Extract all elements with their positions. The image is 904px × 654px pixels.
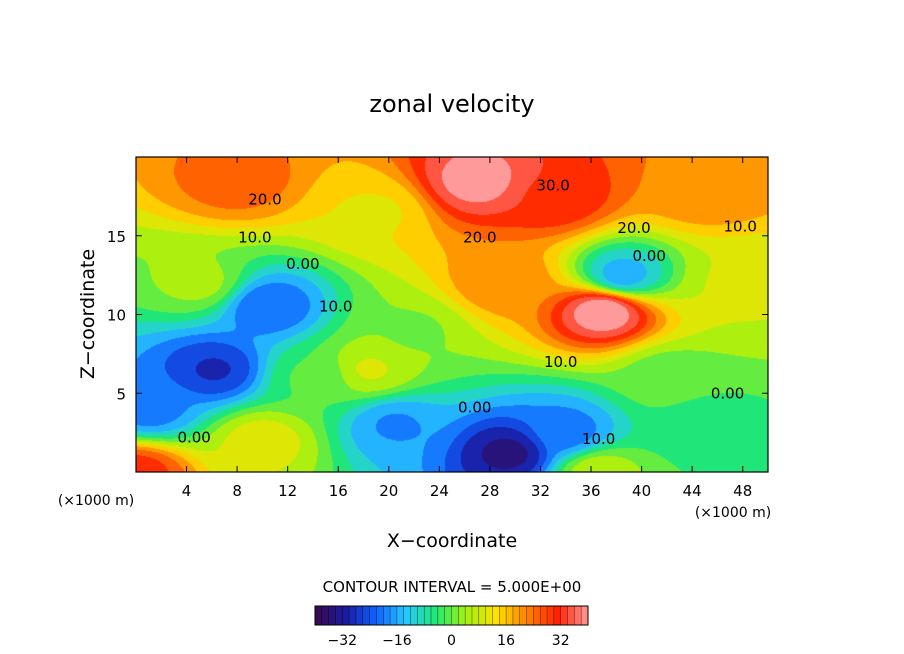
colorbar-segment <box>547 606 555 625</box>
x-tick-label: 40 <box>632 482 651 500</box>
colorbar-segment <box>512 606 521 625</box>
x-tick-label: 32 <box>531 482 550 500</box>
velocity-heatmap <box>136 157 768 472</box>
contour-label: 20.0 <box>463 228 496 246</box>
colorbar-segment <box>451 606 459 625</box>
y-axis-label: Z−coordinate <box>77 249 99 379</box>
colorbar-tick-label: 16 <box>497 633 515 649</box>
contour-label: 0.00 <box>458 398 491 416</box>
colorbar-segment <box>390 606 398 625</box>
colorbar-segment <box>328 606 336 625</box>
contour-label: 10.0 <box>238 228 271 246</box>
contour-label: 0.00 <box>632 247 665 265</box>
colorbar-segment <box>499 606 507 625</box>
colorbar-segment <box>437 606 445 625</box>
contour-interval-text: CONTOUR INTERVAL = 5.000E+00 <box>323 578 582 596</box>
x-tick-label: 36 <box>581 482 600 500</box>
chart-title: zonal velocity <box>369 90 534 118</box>
contour-label: 10.0 <box>319 298 352 316</box>
x-tick-label: 20 <box>379 482 398 500</box>
colorbar-segment <box>349 606 357 625</box>
colorbar-segment <box>321 606 329 625</box>
x-units-label: (×1000 m) <box>695 505 771 521</box>
colorbar-segment <box>540 606 548 625</box>
x-tick-label: 16 <box>329 482 348 500</box>
z-units-label: (×1000 m) <box>58 493 134 509</box>
colorbar-segment <box>506 606 514 625</box>
contour-label: 30.0 <box>536 176 569 194</box>
colorbar-segment <box>362 606 370 625</box>
colorbar-segment <box>458 606 466 625</box>
x-tick-label: 8 <box>232 482 242 500</box>
colorbar-frame <box>314 605 589 626</box>
x-tick-label: 24 <box>430 482 449 500</box>
colorbar-segment <box>553 606 561 625</box>
colorbar-segment <box>478 606 486 625</box>
colorbar-segment <box>383 606 391 625</box>
colorbar-tick-label: −32 <box>328 633 358 649</box>
colorbar-segment <box>369 606 377 625</box>
contour-label: 0.00 <box>177 428 210 446</box>
colorbar-segment <box>410 606 418 625</box>
x-tick-label: 28 <box>480 482 499 500</box>
colorbar-segment <box>533 606 541 625</box>
colorbar-segment <box>526 606 534 625</box>
x-tick-label: 4 <box>182 482 192 500</box>
colorbar-segment <box>492 606 500 625</box>
x-tick-label: 48 <box>733 482 752 500</box>
colorbar-segment <box>465 606 473 625</box>
colorbar-segment <box>315 606 323 625</box>
x-tick-label: 44 <box>683 482 702 500</box>
colorbar: −32 −16 0 16 32 <box>314 605 589 649</box>
colorbar-segment <box>519 606 527 625</box>
colorbar-segment <box>581 606 589 625</box>
colorbar-tick-label: −16 <box>382 633 412 649</box>
contour-label: 20.0 <box>617 219 650 237</box>
colorbar-segment <box>355 606 364 625</box>
contour-label: 0.00 <box>286 255 319 273</box>
colorbar-segment <box>396 606 405 625</box>
colorbar-segment <box>444 606 452 625</box>
colorbar-tick-label: 32 <box>552 633 570 649</box>
colorbar-segment <box>335 606 343 625</box>
x-tick-label: 12 <box>278 482 297 500</box>
colorbar-tick-label: 0 <box>447 633 456 649</box>
y-tick-label: 5 <box>116 385 126 403</box>
contour-label: 10.0 <box>544 353 577 371</box>
colorbar-segment <box>424 606 432 625</box>
contour-label: 0.00 <box>711 384 744 402</box>
colorbar-segment <box>431 606 439 625</box>
contour-label: 10.0 <box>723 217 756 235</box>
contour-label: 10.0 <box>582 430 615 448</box>
contour-label: 20.0 <box>248 191 281 209</box>
colorbar-segment <box>567 606 575 625</box>
y-tick-label: 15 <box>107 228 126 246</box>
colorbar-segment <box>342 606 350 625</box>
colorbar-segment <box>485 606 493 625</box>
colorbar-segment <box>471 606 480 625</box>
y-tick-label: 10 <box>107 307 126 325</box>
colorbar-segment <box>417 606 425 625</box>
x-axis-label: X−coordinate <box>387 530 517 552</box>
colorbar-segment <box>403 606 411 625</box>
colorbar-segment <box>560 606 568 625</box>
colorbar-segment <box>574 606 582 625</box>
colorbar-segment <box>376 606 384 625</box>
